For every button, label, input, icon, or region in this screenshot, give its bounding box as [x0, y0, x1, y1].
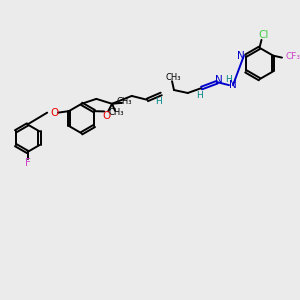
Text: CF₃: CF₃: [285, 52, 300, 61]
Text: O: O: [102, 111, 110, 121]
Text: CH₃: CH₃: [165, 73, 181, 82]
Text: CH₃: CH₃: [108, 108, 124, 117]
Text: H: H: [155, 97, 162, 106]
Text: Cl: Cl: [258, 30, 268, 40]
Text: H: H: [225, 75, 231, 84]
Text: O: O: [50, 108, 58, 118]
Text: N: N: [229, 80, 237, 90]
Text: H: H: [196, 92, 203, 100]
Text: N: N: [215, 75, 223, 85]
Text: CH₃: CH₃: [116, 97, 132, 106]
Text: F: F: [25, 158, 31, 168]
Text: N: N: [237, 51, 245, 61]
